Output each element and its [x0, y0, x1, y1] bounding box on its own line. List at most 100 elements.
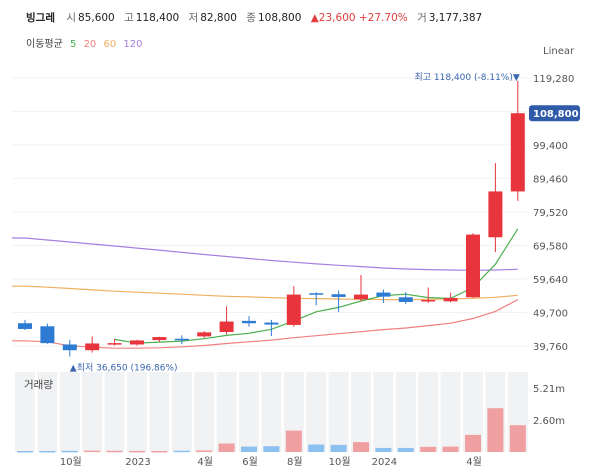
candle-body [174, 338, 189, 341]
candle-body [197, 332, 212, 337]
x-tick-label: 10월 [60, 456, 82, 468]
low-label: 저 [188, 12, 199, 24]
y-tick-label: 119,280 [533, 74, 574, 85]
volume-column-bg [15, 372, 35, 452]
volume-bar [218, 443, 235, 452]
last-price-tag [529, 105, 580, 122]
volume-bar [263, 446, 280, 452]
volume-column-bg [194, 372, 215, 452]
x-tick-label: 6월 [242, 456, 258, 468]
y-tick-label: 59,640 [533, 275, 568, 286]
x-tick-label: 10월 [329, 456, 351, 468]
y-tick-label: 79,520 [533, 208, 568, 219]
volume-bar [241, 446, 257, 452]
candle-body [466, 234, 480, 298]
high-value: 118,400 [135, 12, 180, 24]
x-tick-label: 4월 [197, 456, 213, 468]
low-annotation: ▲최저 36,650 (196.86%) [70, 362, 178, 373]
y-tick-label: 69,580 [533, 241, 568, 252]
volume-bar [330, 444, 347, 452]
candle-body [152, 337, 167, 341]
x-tick-label: 2024 [372, 457, 397, 468]
close-value: 108,800 [257, 12, 302, 24]
ma-period-60[interactable]: 60 [103, 39, 117, 50]
candle-body [421, 299, 436, 302]
volume-bar [353, 442, 369, 452]
volume-column-bg [395, 372, 416, 452]
volume-bar [487, 408, 504, 452]
close-label: 종 [246, 12, 256, 24]
candle-body [264, 322, 279, 325]
ma-period-120[interactable]: 120 [123, 39, 143, 50]
volume-title: 거래량 [24, 379, 53, 391]
volume-column-bg [216, 372, 237, 452]
x-tick-label: 8월 [287, 456, 303, 468]
volume-bar [509, 425, 526, 452]
open-label: 시 [66, 12, 76, 24]
candle-body [376, 292, 391, 297]
candle-body [107, 343, 122, 345]
moving-average-legend[interactable]: 이동평균 5 20 60 120 [26, 35, 147, 50]
stock-name: 빙그레 [26, 12, 55, 24]
candle-body [219, 321, 234, 332]
volume-column-bg [440, 372, 461, 452]
moving-average-title: 이동평균 [26, 39, 63, 50]
candle-body [331, 294, 346, 297]
ma-period-5[interactable]: 5 [70, 39, 77, 50]
change-value: ▲23,600 +27.70% [310, 12, 408, 24]
volume-column-bg [171, 372, 192, 452]
volume-column-bg [373, 372, 394, 452]
volume-column-bg [463, 372, 483, 452]
ma60-line [12, 285, 518, 301]
candle-body [18, 323, 32, 329]
y-tick-label: 39,760 [533, 342, 568, 353]
volume-bar [151, 450, 168, 453]
volume-bar [17, 451, 33, 453]
candle-body [443, 297, 458, 302]
volume-column-bg [261, 372, 282, 452]
volume-column-bg [351, 372, 371, 452]
volume-bar [61, 450, 78, 453]
volume-column-bg [149, 372, 170, 452]
volume-column-bg [37, 372, 58, 452]
y-tick-label: 99,400 [533, 141, 568, 152]
volume-bar [173, 450, 190, 453]
volume-bar [397, 447, 414, 452]
open-value: 85,600 [78, 12, 115, 24]
volume-tick-label: 5.21m [533, 384, 565, 395]
volume-bar [442, 446, 459, 452]
y-tick-label: 89,460 [533, 174, 568, 185]
candle-body [510, 113, 525, 192]
candle-body [354, 294, 368, 300]
candle-body [398, 297, 413, 302]
volume-label: 거 [417, 12, 427, 24]
volume-bar [39, 450, 56, 453]
candle-body [85, 343, 100, 351]
ma-period-20[interactable]: 20 [83, 39, 97, 50]
volume-bar [308, 444, 325, 452]
volume-bar [106, 450, 123, 453]
candle-body [62, 344, 77, 351]
ma120-line [12, 237, 518, 271]
volume-column-bg [104, 372, 125, 452]
low-value: 82,800 [200, 12, 237, 24]
x-tick-label: 4월 [466, 456, 482, 468]
volume-bar [285, 430, 302, 452]
volume-bar [465, 434, 481, 452]
volume-bar [375, 447, 392, 452]
ma5-line [114, 228, 519, 344]
volume-column-bg [82, 372, 103, 452]
volume-value: 3,177,387 [428, 12, 483, 24]
volume-column-bg [306, 372, 327, 452]
volume-bar [196, 450, 213, 452]
y-tick-label: 49,700 [533, 308, 568, 319]
volume-column-bg [418, 372, 439, 452]
candle-body [309, 293, 324, 295]
volume-column-bg [328, 372, 349, 452]
candle-body [242, 320, 256, 324]
candle-body [488, 191, 503, 238]
volume-tick-label: 2.60m [533, 416, 565, 427]
scale-mode-toggle[interactable]: Linear [543, 46, 575, 57]
last-price-label: 108,800 [533, 109, 579, 120]
